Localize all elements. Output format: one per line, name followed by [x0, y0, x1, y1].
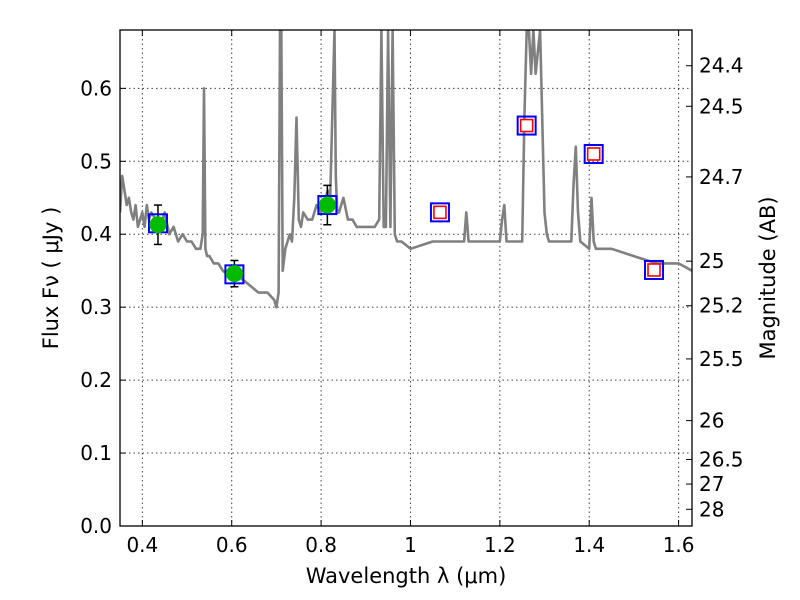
y-tick-label: 0.6	[80, 76, 112, 100]
upper-point	[647, 263, 661, 277]
upper-point	[519, 118, 534, 133]
model-point	[317, 195, 338, 216]
plot-frame	[119, 29, 693, 527]
x-tick-label: 1.4	[573, 533, 605, 557]
plot-area	[120, 30, 692, 309]
right-tick-label: 24.7	[699, 165, 744, 189]
grid	[120, 30, 692, 527]
observed-point	[225, 265, 243, 283]
upper-point	[433, 205, 447, 220]
y-tick-label: 0.4	[80, 222, 112, 246]
y-right-axis-label: Magnitude (AB)	[756, 196, 780, 359]
upper-point	[586, 147, 601, 161]
right-tick-label: 26	[699, 409, 724, 433]
y-tick-label: 0.0	[80, 514, 112, 538]
right-tick-label: 25.2	[699, 294, 744, 318]
model-point	[644, 259, 665, 280]
right-tick-label: 25	[699, 249, 724, 273]
y-tick-label: 0.1	[80, 441, 112, 465]
x-tick-label: 1	[404, 533, 417, 557]
right-tick-label: 26.5	[699, 447, 744, 471]
ticks: 0.4 0.6 0.8 1 1.2 1.4 1.6 0.0 0.1 0.2 0.3 0.4 0.5 0.6…	[80, 30, 744, 557]
right-tick-label: 28	[699, 497, 724, 521]
x-tick-label: 0.6	[216, 533, 248, 557]
right-tick-label: 27	[699, 472, 724, 496]
y-tick-label: 0.3	[80, 295, 112, 319]
x-tick-label: 0.4	[126, 533, 158, 557]
right-tick-label: 25.5	[699, 347, 744, 371]
spectrum-line	[120, 30, 692, 309]
right-tick-label: 24.5	[699, 94, 744, 118]
model-point	[583, 144, 604, 164]
right-tick-label: 24.4	[699, 54, 744, 78]
observed-point	[149, 216, 167, 234]
observed-point	[318, 196, 336, 214]
x-axis-label: Wavelength λ (μm)	[306, 564, 507, 588]
y-tick-label: 0.2	[80, 368, 112, 392]
x-tick-label: 1.2	[484, 533, 516, 557]
x-tick-label: 0.8	[305, 533, 337, 557]
model-point	[429, 202, 450, 223]
y-axis-label: Flux Fν ( μJy )	[39, 207, 63, 350]
model-point	[516, 115, 537, 136]
x-tick-label: 1.6	[663, 533, 695, 557]
y-tick-label: 0.5	[80, 149, 112, 173]
